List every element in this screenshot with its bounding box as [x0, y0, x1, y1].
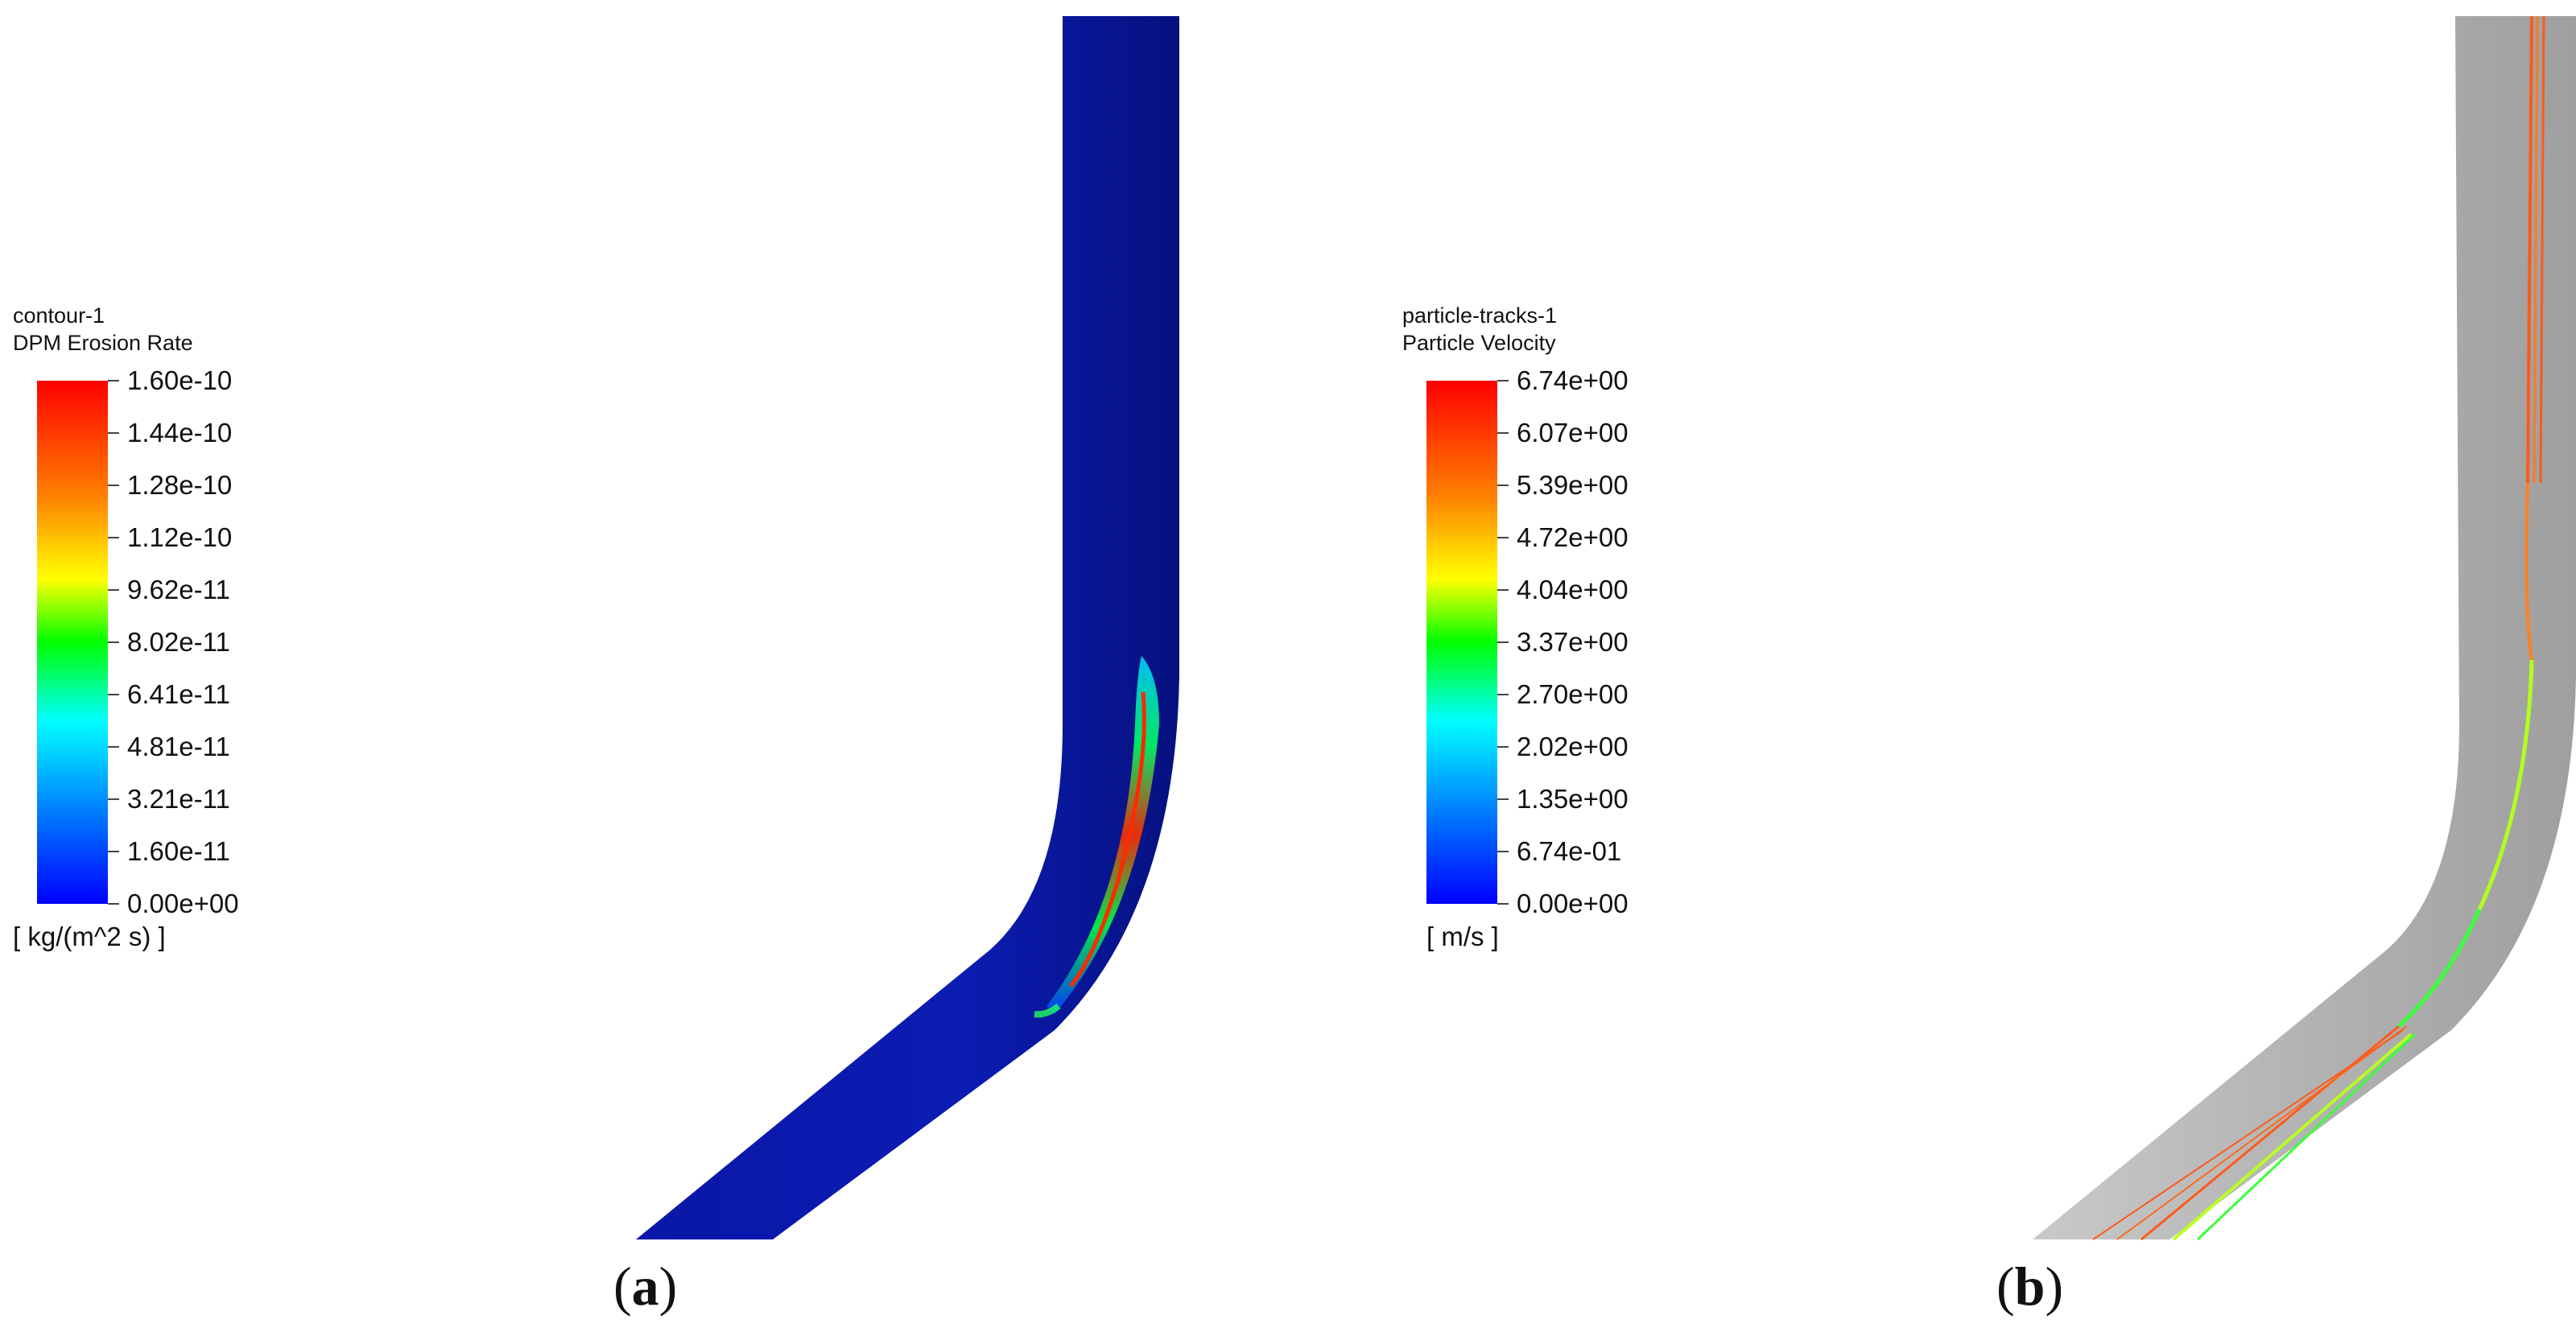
tick-label: 4.04e+00 [1517, 575, 1629, 604]
legend: contour-1 DPM Erosion Rate 1.60e-10 1.44e… [13, 302, 303, 951]
tick-mark [108, 641, 119, 643]
panel-b: particle-tracks-1 Particle Velocity 6.74… [1288, 0, 2576, 1328]
legend-title: contour-1 [13, 303, 105, 328]
tick-mark [1497, 485, 1509, 486]
pipe-erosion-contour [636, 16, 1179, 1239]
pipe-body [636, 16, 1179, 1239]
tick-label: 4.81e-11 [127, 732, 230, 761]
legend-subtitle: DPM Erosion Rate [13, 331, 193, 355]
tick-mark [108, 380, 119, 381]
tick-mark [1497, 903, 1509, 905]
pipe-body [2033, 16, 2576, 1239]
tick-mark [1497, 851, 1509, 852]
particle-tracks [2092, 15, 2545, 1241]
tick-marks [1497, 380, 1513, 905]
tick-label: 2.70e+00 [1517, 679, 1629, 709]
tick-label: 6.74e-01 [1517, 836, 1622, 866]
legend: particle-tracks-1 Particle Velocity 6.74… [1402, 302, 1692, 951]
tick-mark [1497, 694, 1509, 695]
tick-mark [108, 746, 119, 748]
tick-label: 0.00e+00 [1517, 889, 1629, 918]
tick-mark [1497, 537, 1509, 538]
tick-label: 1.28e-10 [127, 470, 233, 500]
tick-mark [1497, 798, 1509, 800]
tick-label: 1.35e+00 [1517, 784, 1629, 814]
tick-mark [108, 798, 119, 800]
tick-label: 6.41e-11 [127, 679, 230, 709]
tick-marks [108, 380, 124, 905]
caption-a: (a) [613, 1256, 678, 1317]
legend-title: particle-tracks-1 [1402, 303, 1558, 328]
tick-mark [108, 432, 119, 434]
tick-label: 3.21e-11 [127, 784, 230, 814]
tick-mark [1497, 746, 1509, 748]
tick-label: 8.02e-11 [127, 627, 230, 657]
tick-label: 6.07e+00 [1517, 418, 1629, 447]
tick-label: 9.62e-11 [127, 575, 230, 604]
tick-label: 5.39e+00 [1517, 470, 1629, 500]
tick-mark [1497, 432, 1509, 434]
panel-a: contour-1 DPM Erosion Rate 1.60e-10 1.44e… [13, 16, 1179, 1317]
tick-mark [108, 589, 119, 591]
color-bar [1426, 381, 1497, 904]
tick-label: 1.60e-11 [127, 836, 230, 866]
tick-mark [108, 485, 119, 486]
pipe-particle-tracks [2033, 15, 2576, 1241]
tick-label: 1.60e-10 [127, 365, 233, 395]
tick-label: 3.37e+00 [1517, 627, 1629, 657]
erosion-band-inner [1069, 691, 1146, 988]
color-bar [37, 381, 108, 904]
tick-mark [108, 537, 119, 538]
tick-mark [108, 851, 119, 852]
tick-label: 0.00e+00 [127, 889, 239, 918]
erosion-band-outer [1046, 656, 1159, 1014]
tick-label: 2.02e+00 [1517, 732, 1629, 761]
erosion-spot [1034, 1003, 1061, 1018]
legend-unit: [ m/s ] [1426, 922, 1499, 951]
tick-mark [108, 694, 119, 695]
legend-subtitle: Particle Velocity [1402, 331, 1556, 355]
tick-label: 4.72e+00 [1517, 522, 1629, 552]
tick-mark [1497, 589, 1509, 591]
tick-mark [1497, 380, 1509, 381]
tick-label: 1.44e-10 [127, 418, 233, 447]
tick-mark [1497, 641, 1509, 643]
tick-mark [108, 903, 119, 905]
tick-label: 1.12e-10 [127, 522, 233, 552]
tick-label: 6.74e+00 [1517, 365, 1629, 395]
caption-b: (b) [1996, 1256, 2064, 1317]
legend-unit: [ kg/(m^2 s) ] [13, 922, 166, 951]
